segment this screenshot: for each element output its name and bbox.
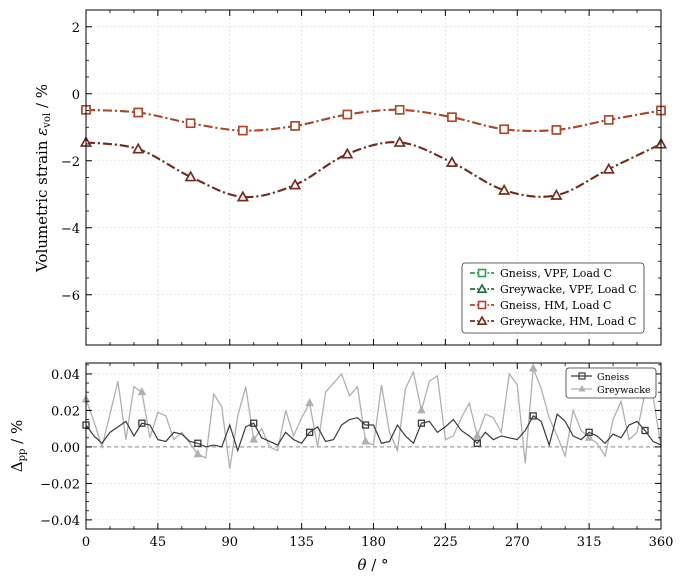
- strain-y-axis-label-symbol: ε: [33, 128, 51, 136]
- x-tick-label: 135: [289, 535, 314, 550]
- deviation-y-axis-label-unit: / %: [8, 420, 26, 449]
- deviation-legend: Gneiss Greywacke: [565, 367, 657, 399]
- deviation-series-0-point: [585, 428, 593, 436]
- deviation-series-line-1: [85, 368, 662, 469]
- strain-series-3-point: [393, 136, 406, 147]
- x-tick-label: 45: [150, 535, 167, 550]
- strain-legend: Gneiss, VPF, Load C Greywacke, VPF, Load …: [461, 262, 645, 334]
- strain-series-2-point: [342, 109, 353, 120]
- deviation-legend-label: Gneiss: [597, 372, 629, 383]
- strain-series-3-point: [184, 170, 197, 182]
- strain-series-2-point: [290, 121, 300, 131]
- deviation-y-tick-label: −0.04: [40, 514, 80, 529]
- deviation-series-0-point: [641, 426, 649, 435]
- deviation-series-0-point: [529, 412, 537, 420]
- strain-legend-swatch-marker: [476, 315, 488, 326]
- deviation-series-0-point: [250, 419, 258, 427]
- strain-series-2-point: [185, 118, 196, 129]
- deviation-series-0-point: [194, 439, 202, 447]
- x-tick-label: 270: [505, 535, 530, 550]
- strain-y-axis-label-unit: / %: [33, 84, 51, 113]
- deviation-series-1-point: [249, 434, 259, 443]
- deviation-y-tick-label: −0.02: [40, 477, 80, 492]
- strain-series-2-point: [394, 105, 405, 115]
- x-axis-label-unit: / °: [366, 556, 388, 574]
- x-tick-label: 0: [82, 535, 90, 550]
- strain-series-2-point: [499, 124, 509, 135]
- strain-legend-swatch-marker: [476, 283, 488, 294]
- strain-panel: 2 0 −2 −4 −6 Volumetric strain εvol / % Gnei…: [33, 9, 667, 346]
- x-tick-label: 180: [361, 535, 386, 550]
- x-tick-label: 360: [649, 535, 674, 550]
- strain-legend-label: Greywacke, HM, Load C: [500, 315, 636, 328]
- strain-y-axis-label-subscript: vol: [42, 113, 53, 129]
- deviation-series-1-point: [584, 432, 594, 441]
- deviation-y-tick-label: 0.04: [51, 368, 80, 383]
- strain-series-3-point: [445, 156, 458, 167]
- deviation-y-axis-label: Δpp / %: [8, 420, 28, 473]
- deviation-series-1-point: [417, 405, 426, 414]
- deviation-ticks: 0 45 90 135 180 225 270 315 360 0.04 0.02 0.00 −0.02…: [40, 363, 673, 550]
- deviation-y-tick-label: 0.00: [51, 441, 80, 456]
- strain-y-tick-label: −4: [61, 222, 80, 237]
- deviation-panel-background: [86, 363, 661, 529]
- deviation-y-tick-label: 0.02: [51, 404, 80, 419]
- strain-y-tick-label: −2: [61, 155, 80, 170]
- strain-series-3-point: [132, 142, 145, 154]
- strain-legend-swatch-marker: [477, 268, 487, 278]
- x-axis-label: θ / °: [357, 556, 388, 574]
- strain-series-3-point: [236, 190, 249, 202]
- x-tick-label: 315: [577, 535, 602, 550]
- x-tick-label: 225: [433, 535, 458, 550]
- deviation-series-1-point: [472, 430, 482, 439]
- strain-y-axis-label: Volumetric strain εvol / %: [33, 84, 53, 273]
- deviation-series-line-0: [85, 412, 662, 453]
- strain-legend-label: Gneiss, VPF, Load C: [500, 267, 612, 280]
- deviation-series-0-point: [417, 419, 426, 427]
- strain-series-3-point: [498, 183, 511, 195]
- deviation-y-axis-label-symbol: Δ: [8, 461, 26, 472]
- deviation-y-axis-label-subscript: pp: [17, 449, 28, 462]
- strain-legend-swatch-marker: [477, 300, 487, 310]
- strain-series-3-point: [341, 147, 354, 159]
- deviation-legend-swatch-marker: [578, 372, 586, 380]
- deviation-series-1-point: [193, 449, 203, 458]
- deviation-gridlines: [85, 363, 662, 529]
- x-tick-label: 90: [221, 535, 238, 550]
- strain-series-3-point: [550, 189, 563, 200]
- strain-y-axis-label-text: Volumetric strain: [33, 136, 51, 273]
- deviation-series-1-point: [305, 398, 314, 407]
- strain-y-tick-label: 2: [72, 21, 80, 36]
- strain-series-3-point: [602, 162, 615, 174]
- strain-y-tick-label: 0: [72, 88, 80, 103]
- strain-legend-label: Gneiss, HM, Load C: [500, 299, 611, 312]
- strain-series-2-point: [603, 115, 614, 125]
- deviation-series-1-point: [528, 363, 538, 372]
- strain-ticks: 2 0 −2 −4 −6: [61, 10, 662, 345]
- strain-series-3-point: [289, 178, 302, 190]
- deviation-legend-label: Greywacke: [597, 385, 651, 396]
- strain-series-2-point: [133, 107, 144, 118]
- strain-legend-label: Greywacke, VPF, Load C: [500, 283, 637, 296]
- strain-series-2-point: [551, 125, 562, 135]
- deviation-series-0-point: [473, 439, 481, 447]
- deviation-panel: 0 45 90 135 180 225 270 315 360 0.04 0.02 0.00 −0.02…: [8, 362, 673, 574]
- deviation-series-0-point: [305, 428, 314, 436]
- deviation-series-0-point: [138, 419, 146, 427]
- strain-series-line-3: [85, 141, 662, 199]
- deviation-series-0-point: [361, 421, 370, 429]
- x-axis-label-symbol: θ: [357, 556, 366, 574]
- strain-legend-box: [461, 262, 645, 334]
- deviation-series-1-point: [137, 387, 147, 396]
- strain-series-2-point: [447, 112, 457, 122]
- strain-series-2-point: [238, 125, 248, 136]
- deviation-series-1-point: [361, 436, 370, 445]
- deviation-legend-swatch-marker: [578, 385, 586, 392]
- strain-y-tick-label: −6: [61, 289, 80, 304]
